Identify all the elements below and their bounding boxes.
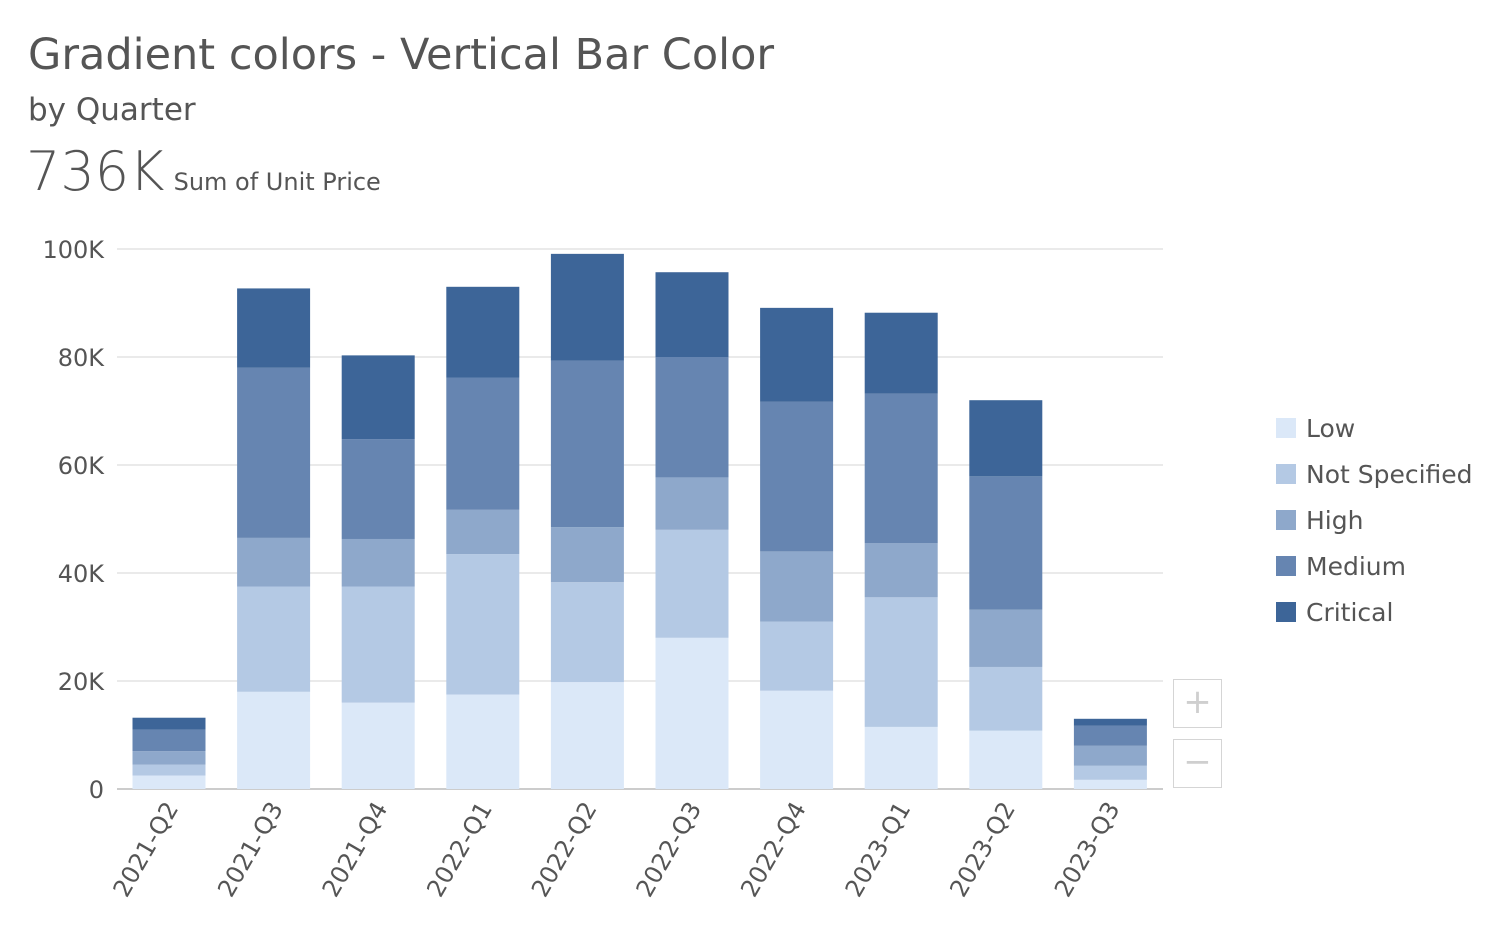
x-tick-label: 2023-Q2 <box>944 797 1021 902</box>
x-tick-label: 2021-Q2 <box>108 797 185 902</box>
bar-segment <box>550 360 624 528</box>
bar-segment <box>237 537 311 587</box>
legend-label: Low <box>1306 413 1356 443</box>
bar-segment <box>341 439 415 539</box>
x-tick-label: 2022-Q2 <box>526 797 603 902</box>
bar-segment <box>760 401 834 552</box>
bar-segment <box>760 307 834 402</box>
y-tick-label: 60K <box>58 452 106 480</box>
x-tick-label: 2021-Q3 <box>212 797 289 902</box>
bar-segment <box>760 551 834 622</box>
bar-segment <box>760 690 834 789</box>
bar-segment <box>655 272 729 357</box>
bar-segment <box>341 538 415 587</box>
bar-segment <box>969 609 1043 667</box>
bar-segment <box>969 476 1043 610</box>
bar-segment <box>864 597 938 727</box>
bar-segment <box>655 357 729 478</box>
legend-swatch <box>1276 418 1296 438</box>
bar-segment <box>1073 718 1147 726</box>
bar-segment <box>132 751 206 765</box>
bar-segment <box>341 586 415 703</box>
kpi-value: 736K <box>26 140 165 203</box>
chart-title: Gradient colors - Vertical Bar Color <box>28 30 775 80</box>
bar-segment <box>1073 745 1147 766</box>
chart-subtitle: by Quarter <box>28 92 196 128</box>
bar-segment <box>132 717 206 730</box>
legend-swatch <box>1276 510 1296 530</box>
bar-segment <box>1073 765 1147 780</box>
legend-label: Not Specified <box>1306 459 1473 489</box>
bar-segment <box>446 286 520 378</box>
bar-segment <box>341 702 415 789</box>
bar-segment <box>655 477 729 530</box>
x-tick-label: 2022-Q4 <box>735 797 812 902</box>
legend-item[interactable]: Low <box>1276 405 1473 451</box>
x-tick-label: 2022-Q3 <box>631 797 708 902</box>
x-tick-label: 2023-Q1 <box>840 797 917 902</box>
kpi-label: Sum of Unit Price <box>173 168 381 196</box>
bar-segment <box>237 367 311 538</box>
x-tick-label: 2022-Q1 <box>421 797 498 902</box>
bar-segment <box>655 637 729 789</box>
bar-segment <box>132 764 206 776</box>
zoom-out-button[interactable]: − <box>1173 739 1222 788</box>
bar-segment <box>446 509 520 555</box>
bar-segment <box>969 730 1043 789</box>
bar-segment <box>864 726 938 789</box>
legend-label: High <box>1306 505 1364 535</box>
bar-segment <box>655 529 729 638</box>
legend-item[interactable]: Medium <box>1276 543 1473 589</box>
x-tick-label: 2021-Q4 <box>317 797 394 902</box>
legend-label: Critical <box>1306 597 1394 627</box>
bar-segment <box>132 775 206 789</box>
kpi-summary: 736K Sum of Unit Price <box>26 140 381 203</box>
bar-segment <box>132 729 206 752</box>
bar-segment <box>237 288 311 368</box>
bar-segment <box>864 543 938 598</box>
bar-segment <box>237 691 311 789</box>
zoom-in-button[interactable]: + <box>1173 679 1222 728</box>
bar-segment <box>550 527 624 583</box>
y-tick-label: 100K <box>42 236 105 264</box>
bar-segment <box>550 682 624 789</box>
y-tick-label: 20K <box>58 668 106 696</box>
y-tick-label: 0 <box>89 776 104 804</box>
legend-item[interactable]: High <box>1276 497 1473 543</box>
bar-segment <box>1073 779 1147 789</box>
legend-item[interactable]: Not Specified <box>1276 451 1473 497</box>
y-tick-label: 40K <box>58 560 106 588</box>
legend-swatch <box>1276 464 1296 484</box>
bar-segment <box>969 400 1043 477</box>
chart-legend: Low Not Specified High Medium Critical <box>1276 405 1473 635</box>
bar-segment <box>341 355 415 440</box>
bar-segment <box>550 582 624 683</box>
legend-swatch <box>1276 556 1296 576</box>
legend-label: Medium <box>1306 551 1406 581</box>
bar-segment <box>446 554 520 695</box>
x-tick-label: 2023-Q3 <box>1049 797 1126 902</box>
y-tick-label: 80K <box>58 344 106 372</box>
bar-segment <box>864 393 938 544</box>
bar-segment <box>446 377 520 510</box>
bar-segment <box>864 312 938 394</box>
bar-segment <box>1073 725 1147 746</box>
bar-segment <box>446 694 520 789</box>
bar-segment <box>550 253 624 361</box>
bar-segment <box>237 586 311 692</box>
bar-segment <box>969 666 1043 731</box>
legend-item[interactable]: Critical <box>1276 589 1473 635</box>
bar-segment <box>760 621 834 691</box>
legend-swatch <box>1276 602 1296 622</box>
